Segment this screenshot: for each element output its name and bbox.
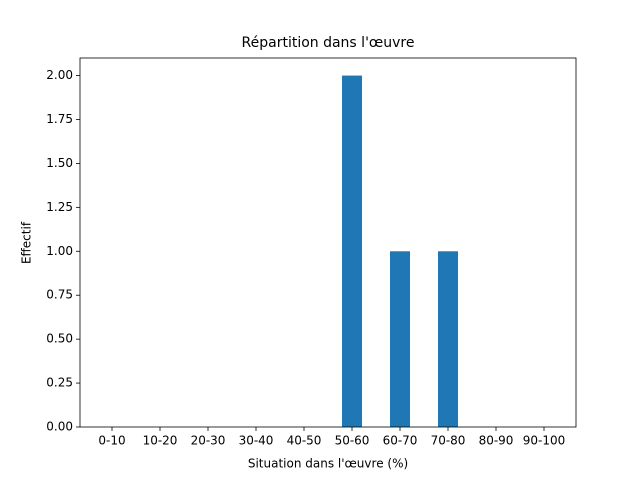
y-axis-label: Effectif: [20, 221, 34, 264]
y-tick-label: 0.00: [46, 420, 73, 434]
x-axis-label: Situation dans l'œuvre (%): [248, 457, 408, 471]
x-tick-label: 30-40: [239, 434, 274, 448]
bar: [390, 251, 410, 427]
y-tick-label: 0.75: [46, 288, 73, 302]
y-tick-label: 1.50: [46, 156, 73, 170]
x-tick-label: 60-70: [383, 434, 418, 448]
y-tick-label: 2.00: [46, 68, 73, 82]
x-tick-label: 80-90: [479, 434, 514, 448]
y-tick-label: 0.50: [46, 332, 73, 346]
x-tick-label: 20-30: [191, 434, 226, 448]
y-tick-label: 1.00: [46, 244, 73, 258]
x-tick-label: 70-80: [431, 434, 466, 448]
x-tick-label: 50-60: [335, 434, 370, 448]
bar: [438, 251, 458, 427]
x-tick-label: 40-50: [287, 434, 322, 448]
y-tick-label: 1.25: [46, 200, 73, 214]
y-tick-label: 1.75: [46, 112, 73, 126]
x-tick-label: 90-100: [523, 434, 566, 448]
x-tick-label: 0-10: [98, 434, 125, 448]
chart-title: Répartition dans l'œuvre: [242, 35, 415, 51]
y-tick-label: 0.25: [46, 376, 73, 390]
bar: [342, 75, 362, 428]
plot-frame: [79, 57, 577, 428]
x-tick-label: 10-20: [143, 434, 178, 448]
